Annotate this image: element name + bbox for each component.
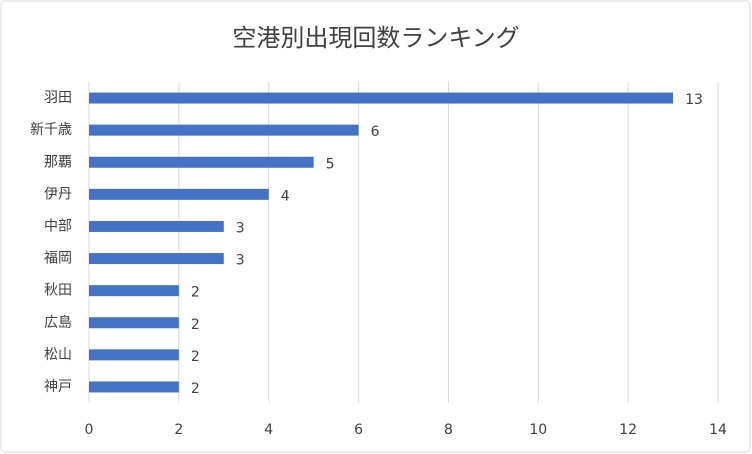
data-label: 13 [685,92,703,108]
bar [89,317,179,329]
data-label: 3 [236,253,245,269]
bar [89,156,314,168]
data-label: 5 [326,156,335,172]
data-label: 3 [236,220,245,236]
y-tick-label: 伊丹 [44,186,72,202]
data-label: 6 [371,124,380,140]
y-tick-label: 神戸 [44,379,72,395]
y-tick-label: 新千歳 [30,122,72,138]
x-tick-label: 2 [174,422,183,438]
x-tick-label: 4 [264,422,273,438]
data-label: 2 [191,317,200,333]
x-tick-label: 12 [619,422,637,438]
bar [89,349,179,361]
bar [89,124,359,136]
chart-title: 空港別出現回数ランキング [232,24,519,52]
y-tick-label: 広島 [44,315,72,331]
x-tick-label: 6 [354,422,363,438]
x-tick-label: 14 [709,422,727,438]
data-label: 2 [191,349,200,365]
y-tick-label: 羽田 [44,90,72,106]
y-tick-label: 秋田 [44,283,72,299]
bar [89,188,269,200]
data-label: 2 [191,381,200,397]
bar [89,220,224,232]
bar [89,92,674,104]
bar [89,381,179,393]
x-tick-label: 8 [444,422,453,438]
bar [89,285,179,297]
data-label: 2 [191,285,200,301]
data-label: 4 [281,188,290,204]
y-tick-label: 松山 [44,347,72,363]
bar [89,253,224,265]
y-tick-label: 那覇 [44,154,72,170]
y-tick-label: 中部 [44,218,72,234]
x-tick-label: 10 [529,422,547,438]
y-tick-label: 福岡 [44,251,72,267]
x-tick-label: 0 [85,422,94,438]
